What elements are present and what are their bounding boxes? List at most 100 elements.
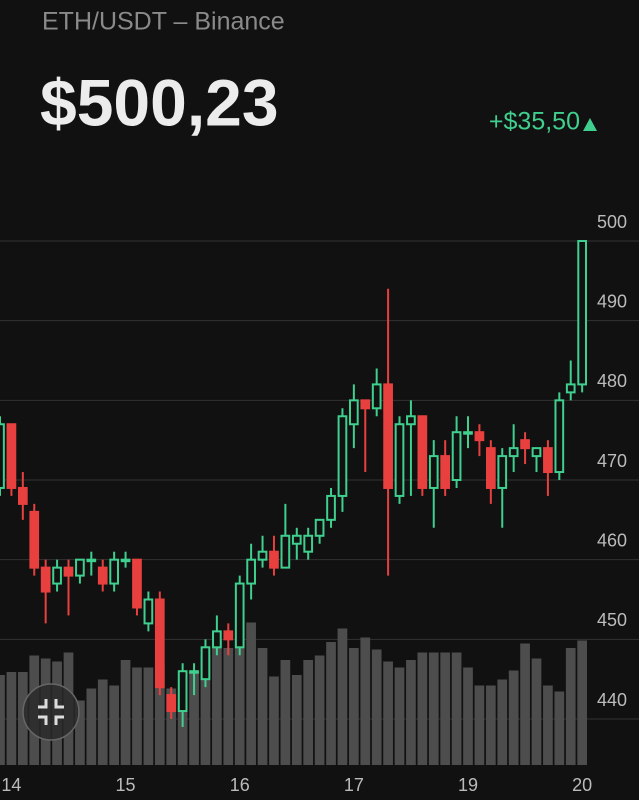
volume-bar (154, 664, 165, 765)
volume-bar (109, 685, 119, 765)
volume-bar (371, 649, 382, 765)
candle-body (383, 383, 393, 489)
volume-bar (0, 675, 5, 765)
y-tick-label: 490 (597, 291, 627, 311)
x-tick-label: 17 (344, 775, 364, 795)
volume-bar (17, 672, 28, 765)
candle-body (257, 550, 268, 561)
volume-bar (440, 652, 451, 765)
candle-body (440, 455, 451, 489)
volume-bar (291, 675, 302, 765)
candle-body (497, 455, 508, 489)
pair-title: ETH/USDT – Binance (42, 8, 285, 36)
volume-bar (269, 676, 279, 765)
candle-body (29, 510, 40, 569)
volume-bar (166, 688, 177, 765)
volume-bar (200, 655, 211, 765)
candle-body (86, 558, 97, 563)
volume-bar (463, 667, 473, 765)
candle-body (143, 598, 154, 625)
volume-bar (360, 637, 371, 765)
candle-body (451, 431, 462, 482)
y-tick-label: 470 (597, 451, 627, 471)
volume-bar (257, 648, 268, 765)
x-tick-label: 19 (458, 775, 478, 795)
volume-bar (143, 667, 154, 765)
volume-bar (189, 672, 199, 765)
volume-bar (428, 652, 439, 765)
volume-bar (303, 660, 314, 765)
candle-body (577, 240, 588, 386)
volume-bar (132, 667, 142, 765)
y-tick-label: 500 (597, 212, 627, 232)
x-tick-label: 14 (1, 775, 21, 795)
volume-bar (531, 658, 542, 765)
volume-bar (349, 648, 359, 765)
volume-bar (406, 660, 416, 765)
price: $500,23 (40, 65, 279, 139)
candle-body (269, 550, 279, 569)
volume-bar (86, 688, 97, 765)
candle-body (485, 447, 496, 489)
candle-body (417, 415, 428, 489)
candle-body (189, 670, 199, 674)
candle-body (97, 566, 108, 585)
candle-body (543, 447, 553, 474)
volume-bar (383, 661, 393, 765)
y-tick-label: 440 (597, 690, 627, 710)
candle-body (394, 423, 405, 497)
price-change: +$35,50 (489, 108, 580, 136)
candle-body (474, 431, 485, 442)
volume-bar (543, 685, 553, 765)
volume-bar (520, 643, 530, 765)
candle-body (520, 439, 530, 450)
candle-body (303, 534, 314, 553)
volume-bar (234, 648, 245, 765)
candle-body (120, 558, 131, 563)
volume-bar (451, 652, 462, 765)
volume-bar (246, 622, 256, 765)
volume-bar (474, 685, 485, 765)
candle-body (531, 447, 542, 458)
x-tick-label: 16 (230, 775, 250, 795)
y-tick-label: 450 (597, 610, 627, 630)
volume-bar (177, 700, 188, 765)
y-tick-label: 460 (597, 530, 627, 550)
candle-body (291, 534, 302, 545)
volume-bar (280, 660, 291, 765)
candle-body (132, 558, 142, 609)
candle-body (428, 455, 439, 489)
volume-bar (394, 667, 405, 765)
candle-body (314, 518, 325, 537)
candle-body (154, 598, 165, 689)
volume-bar (508, 670, 519, 765)
volume-bar (75, 700, 85, 765)
volume-bar (485, 685, 496, 765)
candle-body (246, 558, 256, 585)
candle-body (6, 423, 17, 489)
candle-body (326, 494, 336, 521)
expand-button[interactable] (22, 683, 80, 741)
candle-body (212, 630, 222, 649)
candle-body (371, 383, 382, 410)
candle-body (337, 415, 348, 497)
candle-body (406, 415, 416, 426)
candle-body (508, 447, 519, 458)
candle-body (52, 566, 62, 585)
volume-bar (565, 648, 576, 765)
volume-bar (314, 655, 325, 765)
candle-body (166, 694, 177, 713)
candle-body (349, 399, 359, 426)
candle-body (200, 646, 211, 681)
candle-body (565, 383, 576, 394)
candle-body (109, 558, 119, 585)
volume-bar (577, 640, 588, 765)
candle-body (463, 431, 473, 435)
x-tick-label: 15 (116, 775, 136, 795)
volume-bar (212, 640, 222, 765)
candle-body (0, 423, 5, 489)
volume-bar (497, 679, 508, 765)
candle-body (17, 486, 28, 505)
